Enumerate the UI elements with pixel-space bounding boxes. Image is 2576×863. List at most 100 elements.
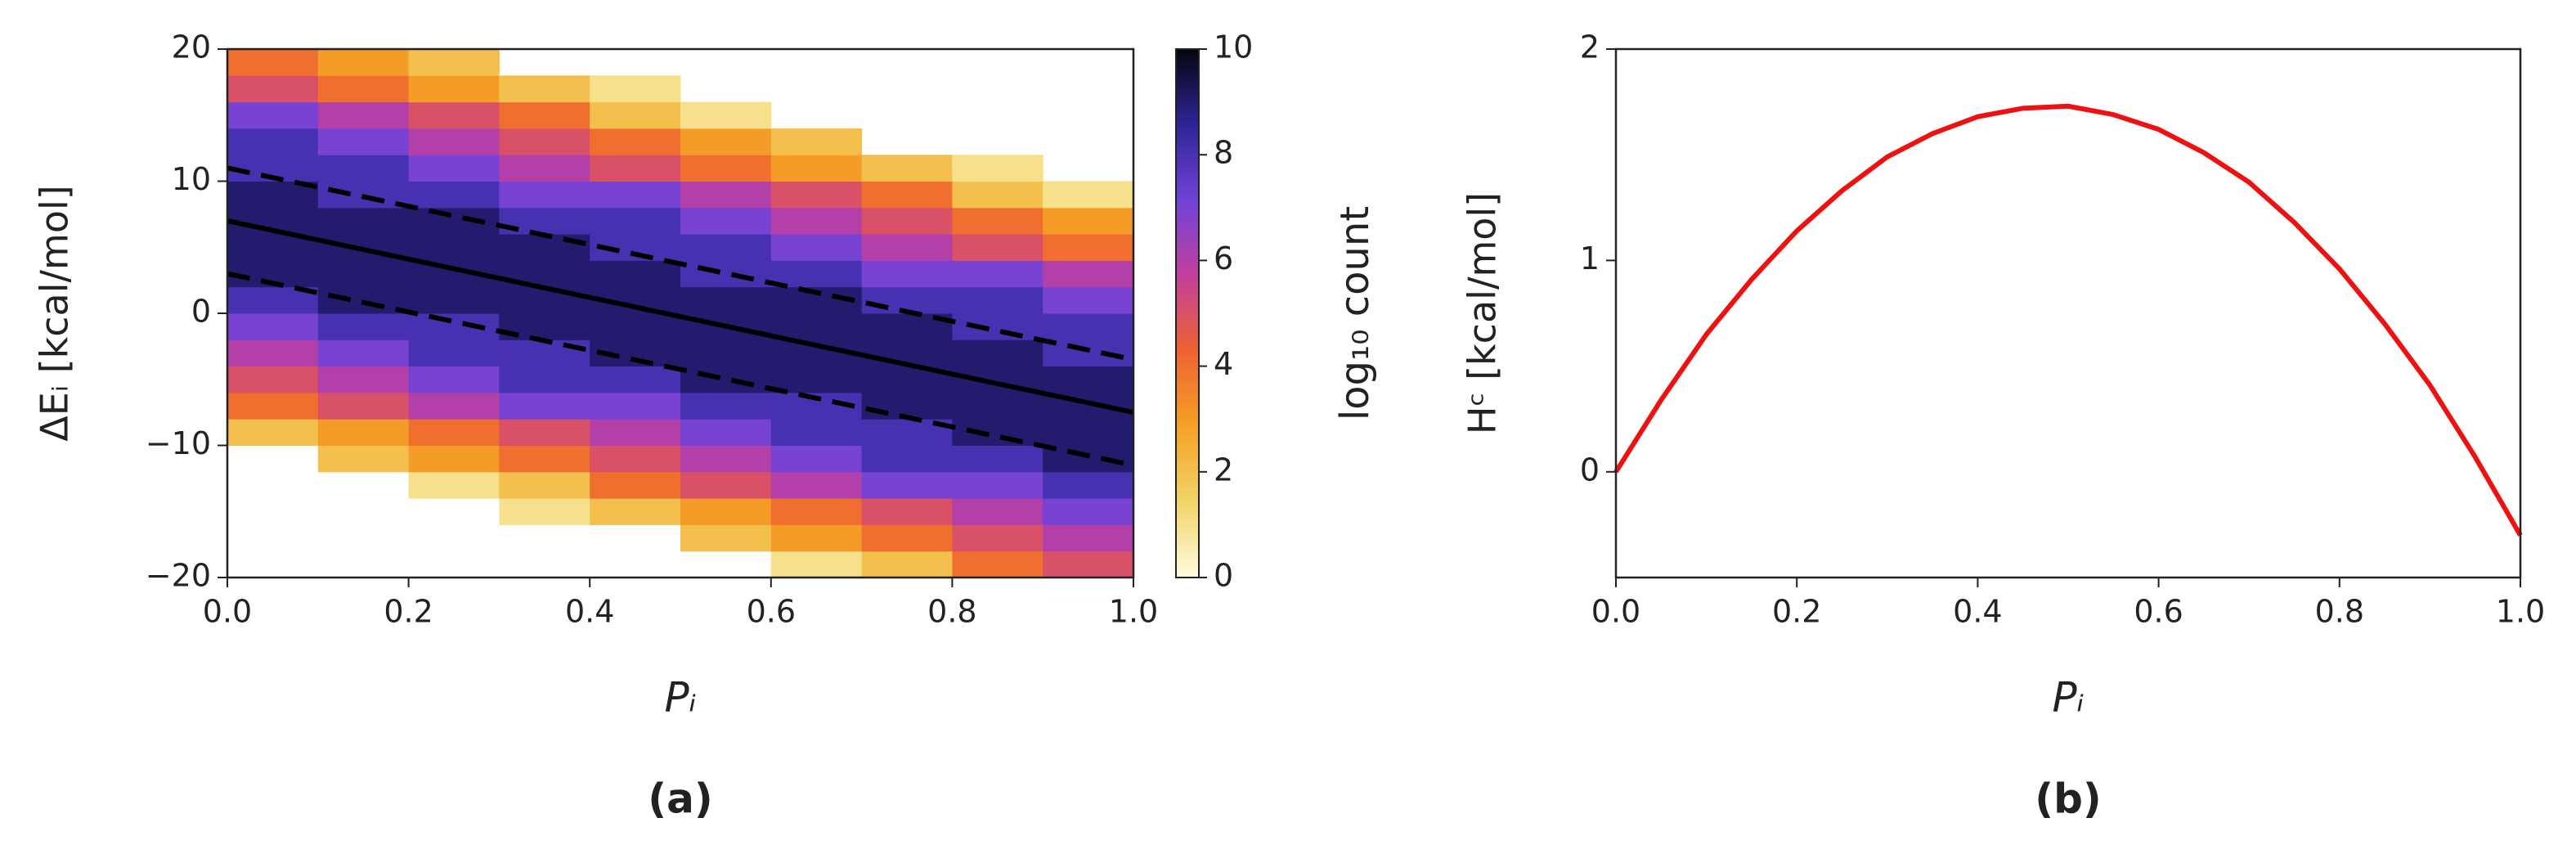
density-cell — [590, 392, 681, 420]
density-cell — [499, 101, 590, 129]
density-cell — [680, 498, 772, 525]
density-cell — [770, 524, 863, 552]
density-cell — [952, 498, 1043, 525]
density-cell — [952, 471, 1043, 499]
density-cell — [952, 445, 1043, 473]
density-cell — [770, 234, 863, 261]
density-cell — [408, 392, 500, 420]
density-cell — [408, 471, 500, 499]
density-cell — [680, 339, 772, 367]
density-cell — [952, 419, 1043, 446]
fit-bound-line — [227, 165, 1134, 362]
density-cell — [770, 551, 863, 578]
density-cell — [680, 181, 772, 209]
panel-caption: (b) — [2035, 775, 2102, 823]
density-cell — [590, 155, 681, 182]
density-cell — [1043, 260, 1134, 288]
density-cell — [770, 313, 863, 340]
colorbar-tick-label: 0 — [1214, 558, 1233, 594]
density-cell — [1043, 524, 1134, 552]
density-cell — [1043, 234, 1134, 261]
density-cell — [952, 392, 1043, 420]
y-tick-label: 0 — [191, 294, 211, 330]
density-cell — [680, 392, 772, 420]
density-cell — [680, 207, 772, 235]
density-cell — [680, 471, 772, 499]
y-axis-label: ΔEᵢ [kcal/mol] — [33, 185, 77, 441]
density-cell — [499, 498, 590, 525]
x-tick-label: 0.8 — [2315, 594, 2364, 630]
x-tick-label: 0.6 — [2134, 594, 2183, 630]
density-cell — [408, 181, 500, 209]
density-cell — [408, 339, 500, 367]
colorbar-tick-label: 6 — [1214, 240, 1233, 276]
density-cell — [952, 234, 1043, 261]
density-cell — [680, 286, 772, 314]
density-cell — [227, 49, 319, 76]
density-cell — [770, 260, 863, 288]
density-cell — [408, 445, 500, 473]
density-cell — [680, 366, 772, 393]
density-cell — [408, 366, 500, 393]
density-cell — [590, 498, 681, 525]
density-cell — [861, 207, 953, 235]
density-cell — [499, 419, 590, 446]
density-cell — [499, 155, 590, 182]
density-cell — [408, 155, 500, 182]
density-cell — [408, 207, 500, 235]
x-tick-label: 0.0 — [203, 594, 252, 630]
density-cell — [952, 260, 1043, 288]
density-cell — [952, 181, 1043, 209]
density-cell — [952, 155, 1043, 182]
x-tick-label: 1.0 — [2496, 594, 2545, 630]
density-cell — [861, 155, 953, 182]
density-cell — [952, 339, 1043, 367]
density-cell — [680, 524, 772, 552]
density-cell — [499, 366, 590, 393]
density-cell — [1043, 339, 1134, 367]
density-cell — [317, 339, 410, 367]
y-tick-label: 10 — [172, 161, 211, 197]
density-cell — [499, 392, 590, 420]
x-axis-label: Pᵢ — [2052, 674, 2084, 721]
fit-bound-line — [227, 271, 1134, 468]
density-cell — [227, 419, 319, 446]
y-tick-label: −20 — [146, 558, 211, 594]
density-cell — [1043, 551, 1134, 578]
density-cell — [680, 234, 772, 261]
x-tick-label: 1.0 — [1109, 594, 1158, 630]
density-cell — [861, 181, 953, 209]
density-cell — [317, 366, 410, 393]
density-cell — [861, 524, 953, 552]
density-cell — [317, 75, 410, 103]
density-cell — [770, 181, 863, 209]
density-cell — [499, 75, 590, 103]
y-tick-label: 2 — [1580, 29, 1600, 65]
density-cell — [590, 313, 681, 340]
density-cell — [590, 366, 681, 393]
colorbar-tick-label: 8 — [1214, 135, 1233, 171]
y-tick-label: 1 — [1580, 240, 1600, 276]
x-tick-label: 0.2 — [1772, 594, 1821, 630]
density-cell — [952, 524, 1043, 552]
density-cell — [952, 313, 1043, 340]
density-cell — [227, 75, 319, 103]
x-tick-label: 0.0 — [1591, 594, 1640, 630]
density-cell — [408, 313, 500, 340]
density-cell — [770, 419, 863, 446]
density-cell — [770, 207, 863, 235]
density-cell — [590, 260, 681, 288]
density-cell — [317, 392, 410, 420]
density-cell — [1043, 366, 1134, 393]
density-cell — [317, 313, 410, 340]
density-cell — [861, 234, 953, 261]
y-tick-label: 20 — [172, 29, 211, 65]
density-cell — [590, 445, 681, 473]
density-cell — [952, 286, 1043, 314]
density-cell — [408, 128, 500, 155]
colorbar — [1175, 48, 1200, 578]
density-cell — [499, 339, 590, 367]
density-cell — [317, 101, 410, 129]
density-cell — [317, 128, 410, 155]
density-cell — [499, 286, 590, 314]
